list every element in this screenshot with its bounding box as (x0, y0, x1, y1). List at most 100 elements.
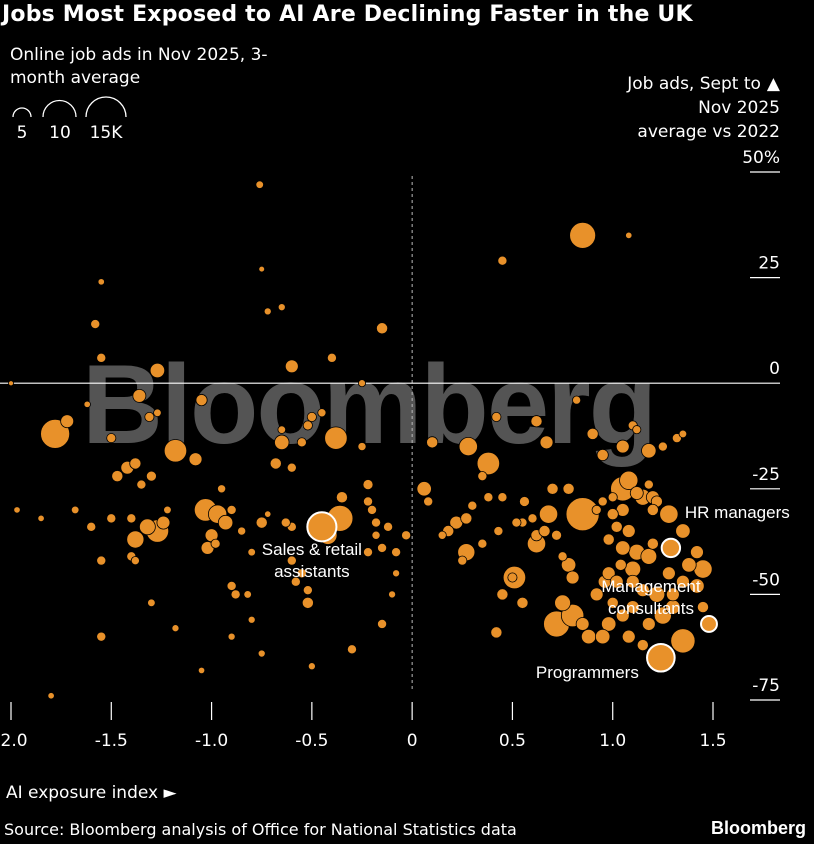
data-point (572, 395, 582, 405)
y-tick-label: 25 (758, 254, 780, 274)
data-point (615, 540, 631, 556)
x-tick-label: 0 (407, 731, 418, 751)
data-point (423, 496, 434, 507)
data-point (659, 504, 679, 524)
data-point (458, 436, 478, 457)
data-point (70, 505, 80, 515)
x-tick-label: 0.5 (499, 731, 526, 751)
subtitle-line: month average (10, 68, 141, 88)
data-point (258, 265, 266, 273)
x-tick-label: 1.0 (599, 731, 626, 751)
data-point (562, 482, 575, 495)
size-legend-arc-10 (42, 99, 77, 118)
data-point (237, 526, 247, 536)
data-point (641, 443, 657, 459)
data-point (210, 538, 221, 549)
data-point (539, 435, 554, 450)
data-point (589, 587, 604, 602)
data-point (132, 388, 147, 403)
data-point (96, 352, 107, 363)
size-legend-label-5: 5 (17, 123, 28, 143)
data-point (217, 514, 234, 531)
data-point (551, 529, 562, 541)
data-point (657, 441, 668, 452)
size-legend-label-10: 10 (49, 123, 71, 143)
data-point (247, 615, 256, 624)
data-point (614, 558, 627, 571)
brand-logo: Bloomberg (710, 818, 806, 838)
data-point (606, 596, 619, 609)
data-point (624, 560, 642, 578)
data-point (610, 520, 623, 533)
data-point (493, 526, 504, 537)
data-point (145, 470, 157, 482)
data-point (346, 644, 357, 655)
annotation-label: Programmers (536, 663, 639, 682)
data-point (188, 452, 203, 467)
data-point (149, 362, 166, 379)
data-point (357, 442, 367, 452)
data-point (284, 359, 299, 374)
data-point (621, 629, 636, 644)
x-axis-title: AI exposure index ► (6, 783, 177, 803)
data-point (37, 514, 45, 523)
size-legend-label-15: 15K (90, 123, 124, 143)
data-point (226, 504, 237, 515)
data-point (302, 420, 313, 431)
data-point (625, 231, 633, 240)
data-point (586, 427, 599, 440)
highlighted-point (646, 642, 676, 673)
data-point (632, 425, 642, 435)
size-legend-arc-5 (12, 107, 32, 118)
right-triangle-icon: ► (163, 783, 177, 803)
data-point (324, 426, 348, 450)
data-point (538, 504, 559, 524)
y-axis-title-line: Nov 2025 (698, 98, 780, 118)
data-point (490, 626, 503, 639)
size-legend-arc-15 (85, 96, 127, 118)
data-point (597, 496, 608, 507)
x-tick-label: -0.5 (295, 731, 328, 751)
x-tick-label: -1.0 (195, 731, 228, 751)
data-point (301, 596, 314, 609)
data-point (596, 448, 609, 462)
data-point (376, 322, 389, 335)
data-point (388, 590, 397, 599)
data-point (126, 513, 137, 524)
data-point (317, 408, 327, 418)
data-point (277, 425, 287, 434)
data-point (591, 504, 602, 515)
data-point (530, 415, 543, 428)
data-point (477, 471, 488, 482)
data-point (13, 506, 21, 514)
size-legend-graphic: 5 10 15K (12, 96, 127, 143)
data-point (635, 583, 650, 598)
data-point (307, 662, 316, 671)
data-point (646, 503, 659, 516)
data-point (90, 319, 101, 330)
data-point (460, 512, 473, 525)
data-point (693, 559, 713, 579)
data-point (47, 692, 55, 700)
y-axis-title: Job ads, Sept to ▲ Nov 2025 average vs 20… (627, 72, 780, 144)
data-point (255, 180, 264, 189)
data-point (646, 537, 659, 550)
y-tick-label: -50 (752, 570, 780, 590)
subtitle-line: Online job ads in Nov 2025, 3- (10, 45, 268, 65)
data-point (163, 439, 188, 463)
data-point (696, 601, 710, 614)
data-point (362, 479, 374, 491)
source-note: Source: Bloomberg analysis of Office for… (4, 820, 517, 839)
data-point (615, 439, 630, 454)
data-point (217, 484, 227, 494)
data-point (609, 574, 624, 589)
data-point (106, 513, 117, 524)
data-point (554, 594, 571, 612)
data-point (636, 639, 649, 652)
data-point (126, 530, 145, 549)
highlighted-point (306, 511, 338, 543)
data-point (86, 521, 97, 532)
data-point (641, 617, 656, 631)
data-point (111, 470, 124, 483)
